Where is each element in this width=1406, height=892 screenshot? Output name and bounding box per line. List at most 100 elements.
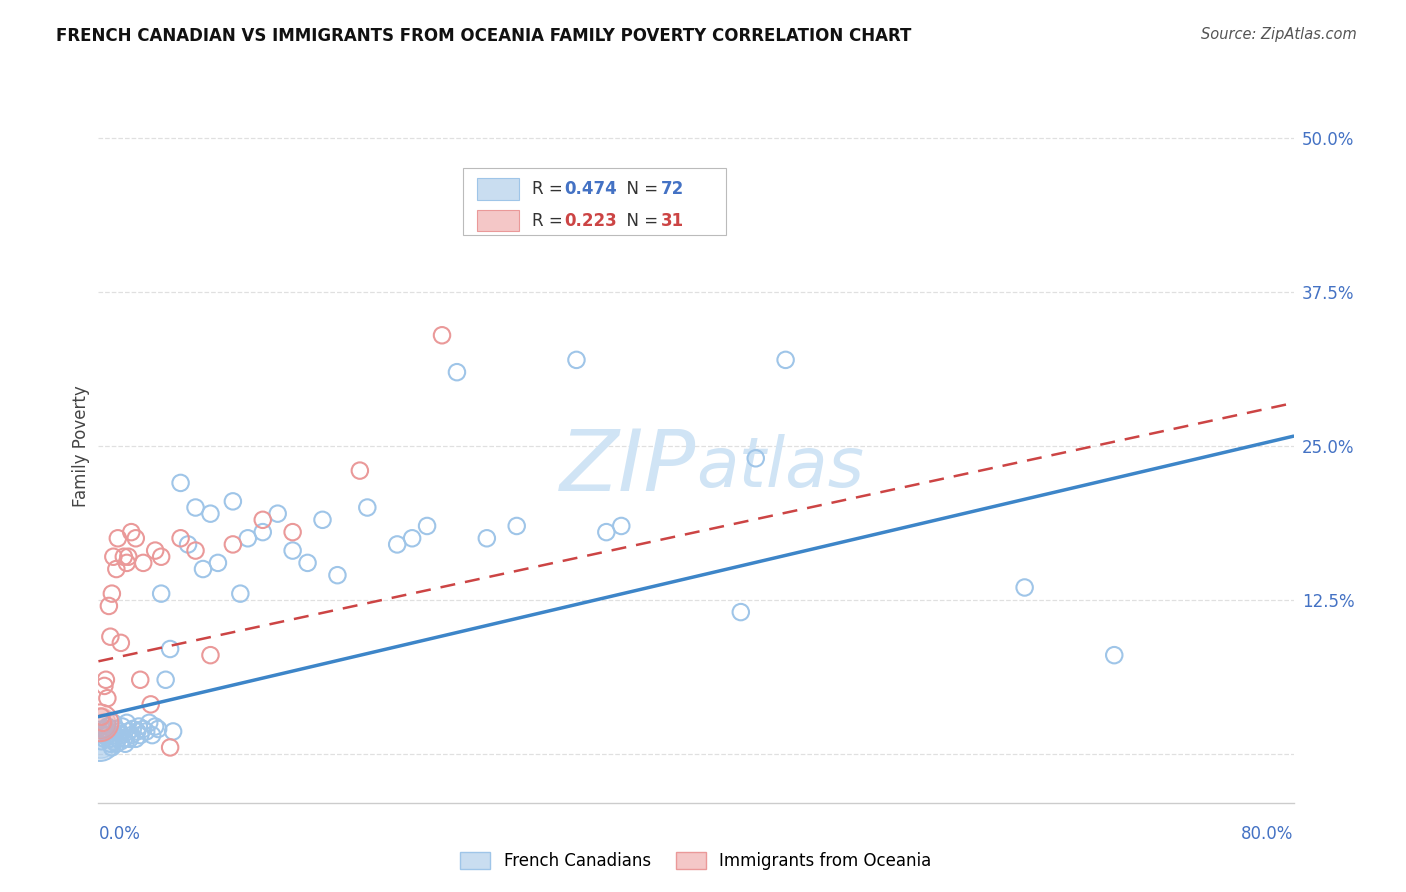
Point	[139, 698, 162, 712]
Point	[150, 587, 173, 601]
Point	[326, 568, 349, 582]
Point	[155, 673, 177, 687]
Point	[110, 728, 132, 742]
Point	[565, 352, 588, 367]
Point	[595, 525, 617, 540]
Point	[281, 525, 304, 540]
Point	[446, 365, 468, 379]
Point	[107, 531, 129, 545]
Point	[114, 737, 136, 751]
Point	[97, 599, 120, 613]
Point	[349, 464, 371, 478]
Point	[610, 519, 633, 533]
Point	[229, 587, 252, 601]
Point	[117, 724, 139, 739]
Point	[115, 556, 138, 570]
Point	[90, 709, 112, 723]
Text: FRENCH CANADIAN VS IMMIGRANTS FROM OCEANIA FAMILY POVERTY CORRELATION CHART: FRENCH CANADIAN VS IMMIGRANTS FROM OCEAN…	[56, 27, 911, 45]
Text: 72: 72	[661, 180, 685, 198]
Text: N =: N =	[616, 180, 664, 198]
Point	[401, 531, 423, 545]
Point	[129, 673, 152, 687]
Point	[91, 728, 114, 742]
Point	[143, 543, 166, 558]
FancyBboxPatch shape	[477, 178, 519, 200]
FancyBboxPatch shape	[463, 168, 725, 235]
Point	[98, 630, 122, 644]
Point	[107, 731, 129, 746]
Point	[103, 734, 125, 748]
Point	[1104, 648, 1126, 662]
FancyBboxPatch shape	[477, 210, 519, 231]
Point	[105, 737, 128, 751]
Point	[118, 731, 141, 746]
Point	[222, 494, 245, 508]
Point	[94, 724, 117, 739]
Point	[120, 525, 142, 540]
Point	[138, 715, 160, 730]
Point	[89, 715, 111, 730]
Point	[96, 728, 118, 742]
Point	[98, 737, 122, 751]
Point	[115, 715, 138, 730]
Text: 31: 31	[661, 211, 685, 229]
Point	[430, 328, 453, 343]
Point	[94, 722, 117, 736]
Point	[132, 722, 155, 736]
Point	[111, 719, 134, 733]
Point	[89, 715, 111, 730]
Point	[135, 724, 157, 739]
Point	[90, 734, 112, 748]
Legend: French Canadians, Immigrants from Oceania: French Canadians, Immigrants from Oceani…	[454, 845, 938, 877]
Text: R =: R =	[533, 211, 568, 229]
Text: atlas: atlas	[696, 434, 863, 501]
Point	[730, 605, 752, 619]
Point	[143, 719, 166, 733]
Point	[117, 549, 139, 564]
Text: 80.0%: 80.0%	[1241, 825, 1294, 843]
Point	[236, 531, 259, 545]
Point	[775, 352, 797, 367]
Point	[222, 537, 245, 551]
Point	[506, 519, 529, 533]
Point	[184, 500, 207, 515]
Point	[385, 537, 409, 551]
Point	[97, 724, 120, 739]
Point	[96, 719, 118, 733]
Point	[96, 691, 118, 706]
Point	[1014, 581, 1036, 595]
Point	[162, 724, 184, 739]
Point	[128, 719, 150, 733]
Point	[121, 722, 143, 736]
Point	[94, 673, 117, 687]
Point	[93, 731, 115, 746]
Point	[89, 734, 111, 748]
Point	[169, 531, 191, 545]
Point	[89, 734, 111, 748]
Point	[105, 722, 128, 736]
Point	[98, 731, 122, 746]
Point	[745, 451, 768, 466]
Point	[125, 731, 148, 746]
Point	[200, 507, 222, 521]
Point	[105, 562, 128, 576]
Point	[120, 728, 142, 742]
Point	[104, 728, 127, 742]
Text: 0.474: 0.474	[565, 180, 617, 198]
Point	[141, 728, 163, 742]
Point	[150, 549, 173, 564]
Point	[112, 731, 135, 746]
Point	[110, 636, 132, 650]
Point	[101, 740, 124, 755]
Y-axis label: Family Poverty: Family Poverty	[72, 385, 90, 507]
Point	[93, 679, 115, 693]
Point	[103, 715, 125, 730]
Text: 0.0%: 0.0%	[98, 825, 141, 843]
Point	[159, 740, 181, 755]
Point	[356, 500, 378, 515]
Point	[252, 525, 274, 540]
Point	[191, 562, 214, 576]
Point	[132, 556, 155, 570]
Point	[91, 715, 114, 730]
Point	[200, 648, 222, 662]
